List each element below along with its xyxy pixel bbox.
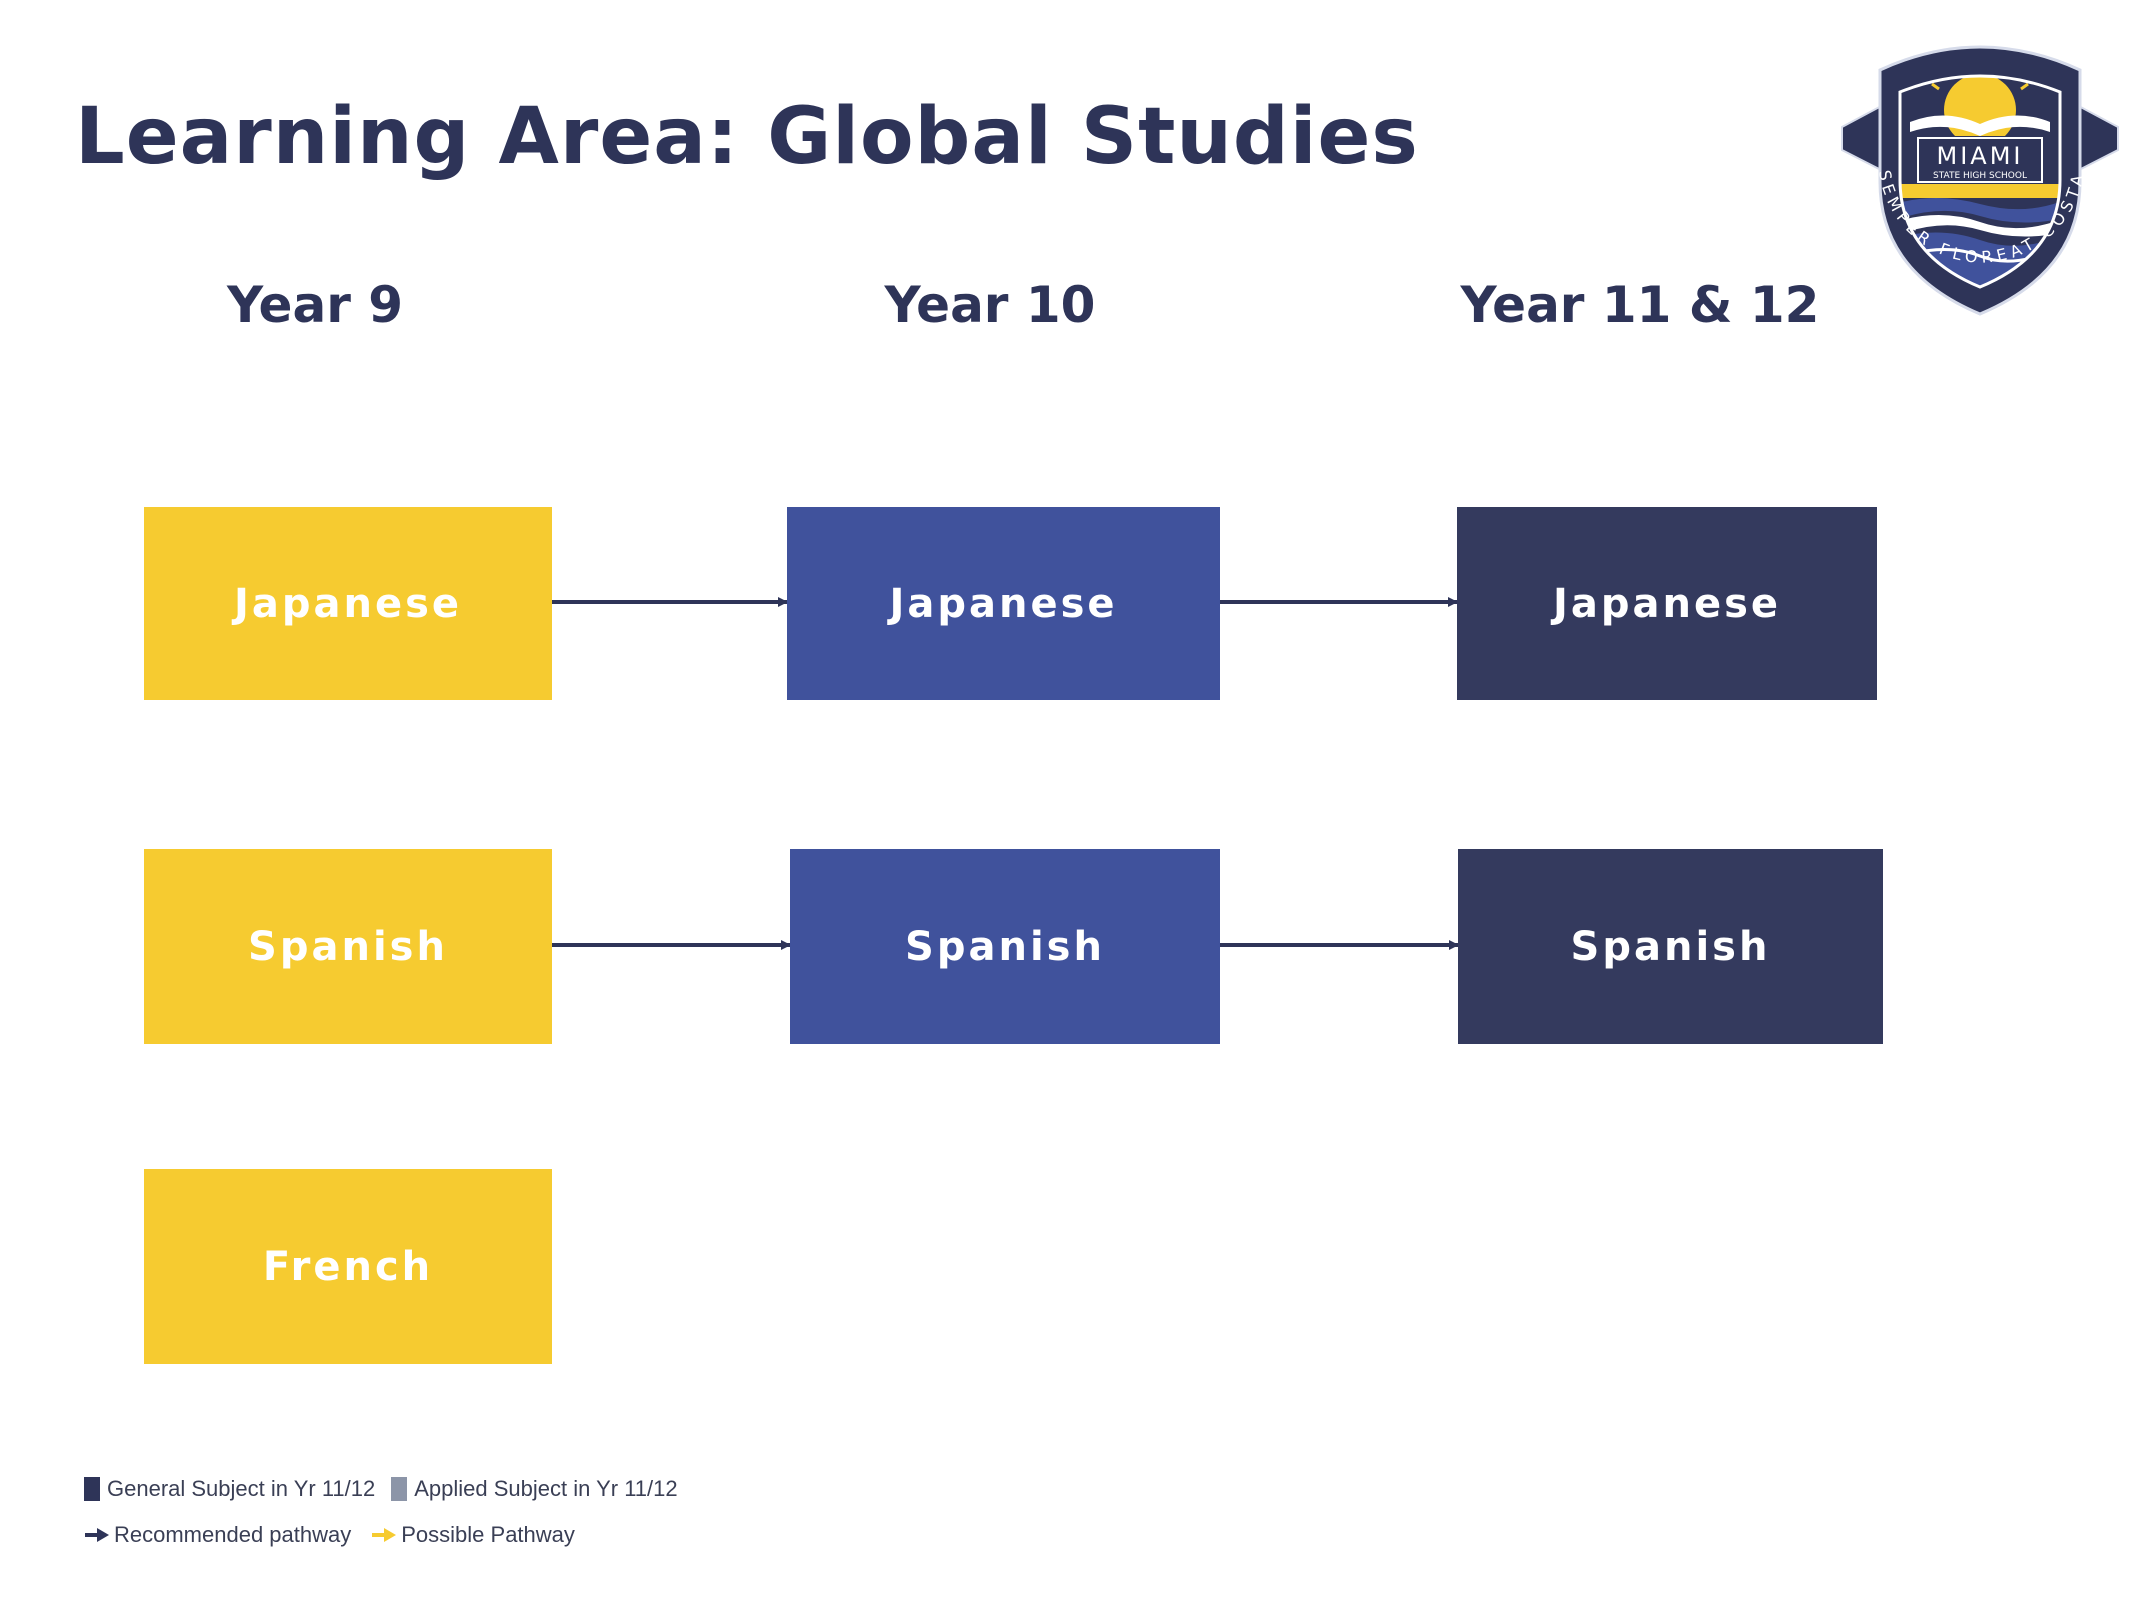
subject-box-year10-japanese: Japanese: [787, 507, 1220, 700]
page-title: Learning Area: Global Studies: [75, 92, 1419, 182]
logo-school-name: MIAMI: [1937, 142, 2024, 170]
legend-general-swatch: [84, 1477, 100, 1501]
legend-subject-types: General Subject in Yr 11/12 Applied Subj…: [84, 1476, 678, 1502]
possible-arrow-icon: [372, 1528, 397, 1542]
subject-box-year11-japanese: Japanese: [1457, 507, 1877, 700]
legend-pathway-types: Recommended pathway Possible Pathway: [84, 1522, 575, 1548]
subject-box-year10-spanish: Spanish: [790, 849, 1220, 1044]
subject-box-year9-spanish: Spanish: [144, 849, 552, 1044]
legend-possible-label: Possible Pathway: [401, 1522, 575, 1547]
column-header-year-9: Year 9: [226, 276, 404, 334]
column-header-year-10: Year 10: [884, 276, 1096, 334]
column-header-year-11-12: Year 11 & 12: [1460, 276, 1820, 334]
legend-applied-swatch: [391, 1477, 408, 1501]
subject-box-year9-japanese: Japanese: [144, 507, 552, 700]
logo-school-subtitle: STATE HIGH SCHOOL: [1933, 171, 2027, 181]
subject-box-year11-spanish: Spanish: [1458, 849, 1883, 1044]
legend-applied-label: Applied Subject in Yr 11/12: [414, 1476, 678, 1501]
legend-general-label: General Subject in Yr 11/12: [107, 1476, 376, 1501]
legend-recommended-label: Recommended pathway: [114, 1522, 352, 1547]
subject-box-year9-french: French: [144, 1169, 552, 1364]
school-crest-logo: MIAMI STATE HIGH SCHOOL SEMPER FLOREAT C…: [1841, 45, 2119, 316]
recommended-arrow-icon: [85, 1528, 109, 1542]
